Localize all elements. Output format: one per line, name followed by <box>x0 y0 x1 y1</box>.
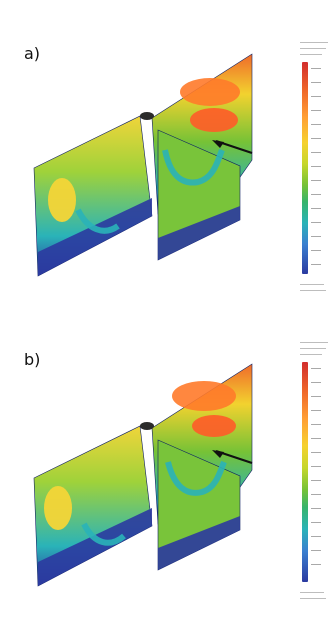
legend-tick <box>311 264 321 265</box>
panel-label-b: b) <box>24 350 41 369</box>
fe-model-image-a <box>33 53 253 277</box>
legend-header-line-3 <box>300 354 322 355</box>
legend-footer-line-1 <box>300 592 324 593</box>
legend-tick <box>311 222 321 223</box>
legend-tick <box>311 396 321 397</box>
legend-tick <box>311 466 321 467</box>
legend-colorbar-b <box>302 362 308 582</box>
legend-tick <box>311 424 321 425</box>
legend-tick <box>311 250 321 251</box>
legend-tick <box>311 194 321 195</box>
hot-spot-arrow <box>190 108 238 132</box>
panel-label-a: a) <box>24 44 41 63</box>
legend-footer-line-2 <box>300 598 326 599</box>
legend-colorbar-a <box>302 62 308 274</box>
legend-tick <box>311 480 321 481</box>
legend-header-line-2 <box>300 48 326 49</box>
legend-tick <box>311 368 321 369</box>
legend-tick <box>311 166 321 167</box>
legend-tick <box>311 82 321 83</box>
legend-tick <box>311 410 321 411</box>
legend-tick <box>311 550 321 551</box>
legend-tick <box>311 382 321 383</box>
legend-header-line-3 <box>300 54 322 55</box>
panel-a: a) <box>0 0 331 300</box>
top-marker <box>140 112 154 120</box>
legend-tick <box>311 452 321 453</box>
arrow-head <box>212 450 224 458</box>
legend-footer-line-1 <box>300 284 324 285</box>
blue-arch-left <box>75 208 120 234</box>
legend-header-line-2 <box>300 348 326 349</box>
legend-tick <box>311 236 321 237</box>
left-yellow-spot <box>48 178 76 222</box>
arrow-head <box>212 140 224 148</box>
legend-footer-line-2 <box>300 290 326 291</box>
legend-tick <box>311 522 321 523</box>
panel-b: b) <box>0 310 331 610</box>
bottom-band-left <box>38 508 152 586</box>
hot-spot-top <box>172 381 236 411</box>
legend-tick <box>311 180 321 181</box>
hot-spot-arrow <box>192 415 236 437</box>
legend-tick <box>311 564 321 565</box>
legend-tick <box>311 124 321 125</box>
legend-tick <box>311 96 321 97</box>
legend-tick <box>311 494 321 495</box>
top-marker <box>140 422 154 430</box>
legend-tick <box>311 138 321 139</box>
legend-tick <box>311 110 321 111</box>
bottom-band-left <box>38 198 152 276</box>
legend-tick <box>311 152 321 153</box>
blue-arch-right <box>162 148 225 186</box>
hot-spot-top <box>180 78 240 106</box>
bottom-band-right <box>158 206 240 260</box>
legend-tick <box>311 438 321 439</box>
bottom-band-right <box>158 516 240 570</box>
legend-tick <box>311 68 321 69</box>
blue-arch-left <box>81 522 126 546</box>
color-legend-b <box>300 336 330 606</box>
legend-tick <box>311 508 321 509</box>
legend-header-line-1 <box>300 42 328 43</box>
fe-model-image-b <box>33 363 253 587</box>
legend-tick <box>311 208 321 209</box>
legend-tick <box>311 536 321 537</box>
blue-arch-right <box>165 460 227 496</box>
left-yellow-spot <box>44 486 72 530</box>
color-legend-a <box>300 36 330 296</box>
legend-header-line-1 <box>300 342 328 343</box>
